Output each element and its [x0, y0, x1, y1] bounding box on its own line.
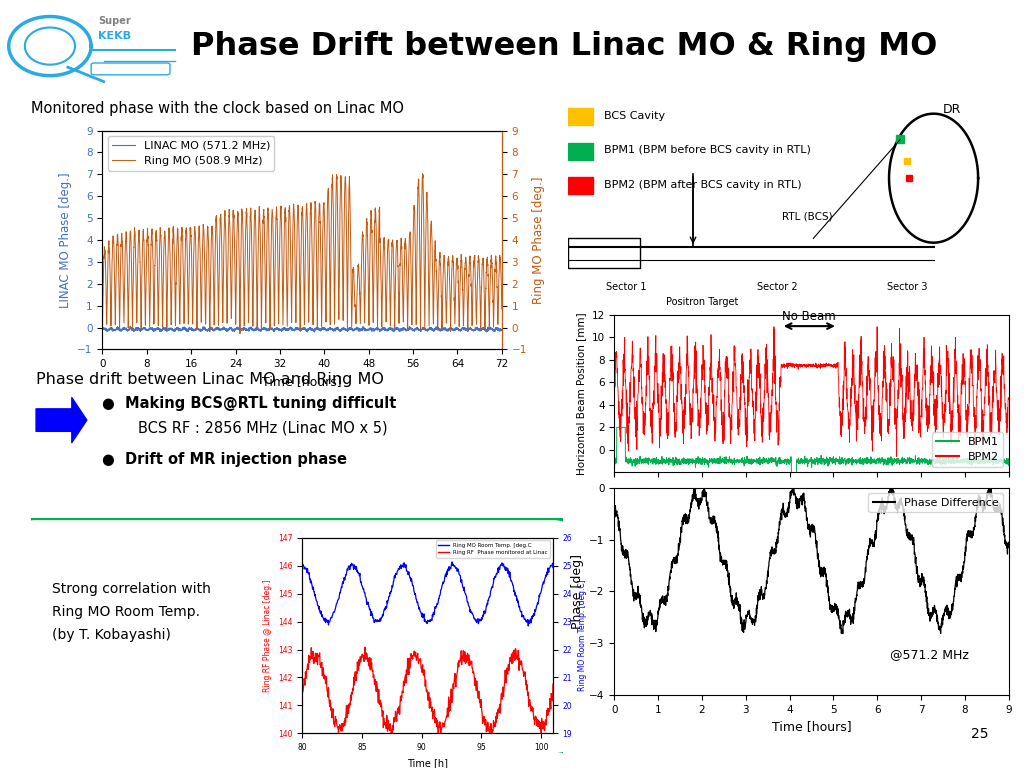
Text: ●  Drift of MR injection phase: ● Drift of MR injection phase	[102, 452, 347, 467]
Ring MO (508.9 MHz)	[496, 305, 508, 314]
Text: No Beam: No Beam	[782, 310, 837, 323]
Ring MO (508.9 MHz)	[233, 329, 246, 338]
Text: ●  Making BCS@RTL tuning difficult: ● Making BCS@RTL tuning difficult	[102, 396, 396, 412]
Text: Monitored phase with the clock based on Linac MO: Monitored phase with the clock based on …	[31, 101, 403, 116]
Ring MO (508.9 MHz)	[488, 293, 501, 303]
Text: Sector 2: Sector 2	[758, 282, 798, 292]
Bar	[568, 143, 593, 160]
Line: LINAC MO (571.2 MHz): LINAC MO (571.2 MHz)	[102, 326, 502, 332]
LINAC MO (571.2 MHz)	[142, 326, 155, 335]
Legend: Phase Difference: Phase Difference	[868, 493, 1004, 512]
Legend: BPM1, BPM2: BPM1, BPM2	[932, 432, 1004, 467]
Text: @571.2 MHz: @571.2 MHz	[890, 647, 970, 660]
Ring MO (508.9 MHz)	[267, 227, 280, 236]
LINAC MO (571.2 MHz)	[96, 324, 109, 333]
Ring MO (508.9 MHz)	[96, 327, 109, 336]
Text: BCS Cavity: BCS Cavity	[604, 111, 665, 121]
Text: BPM1 (BPM before BCS cavity in RTL): BPM1 (BPM before BCS cavity in RTL)	[604, 145, 811, 155]
Legend: LINAC MO (571.2 MHz), Ring MO (508.9 MHz): LINAC MO (571.2 MHz), Ring MO (508.9 MHz…	[108, 136, 274, 170]
Text: RTL (BCS): RTL (BCS)	[782, 212, 833, 222]
LINAC MO (571.2 MHz)	[250, 326, 262, 335]
Text: Sector 3: Sector 3	[887, 282, 927, 292]
LINAC MO (571.2 MHz)	[445, 323, 458, 333]
Y-axis label: Ring MO Room Temp. [deg.C]: Ring MO Room Temp. [deg.C]	[578, 580, 587, 691]
Text: Positron Target: Positron Target	[666, 297, 738, 307]
LINAC MO (571.2 MHz)	[267, 326, 280, 335]
X-axis label: Time [hours]: Time [hours]	[772, 720, 851, 733]
Bar	[568, 238, 640, 269]
Text: Sector 1: Sector 1	[606, 282, 646, 292]
Text: 25: 25	[971, 727, 988, 741]
Ring MO (508.9 MHz)	[141, 233, 154, 243]
Bar	[568, 177, 593, 194]
LINAC MO (571.2 MHz)	[124, 321, 136, 330]
Y-axis label: Horizontal Beam Position [mm]: Horizontal Beam Position [mm]	[575, 313, 586, 475]
Text: Super: Super	[98, 15, 131, 26]
Text: BPM2 (BPM after BCS cavity in RTL): BPM2 (BPM after BCS cavity in RTL)	[604, 180, 802, 190]
Ring MO (508.9 MHz)	[250, 217, 262, 227]
Y-axis label: Phase [deg]: Phase [deg]	[570, 554, 584, 629]
Y-axis label: LINAC MO Phase [deg.]: LINAC MO Phase [deg.]	[58, 172, 72, 308]
Text: BCS RF : 2856 MHz (Linac MO x 5): BCS RF : 2856 MHz (Linac MO x 5)	[138, 421, 388, 435]
FancyBboxPatch shape	[20, 518, 568, 755]
X-axis label: Time [hours]: Time [hours]	[262, 375, 342, 388]
Ring MO (508.9 MHz)	[445, 295, 458, 304]
Text: Strong correlation with
Ring MO Room Temp.
(by T. Kobayashi): Strong correlation with Ring MO Room Tem…	[52, 582, 211, 642]
Bar	[568, 108, 593, 125]
LINAC MO (571.2 MHz)	[166, 324, 178, 333]
LINAC MO (571.2 MHz)	[496, 325, 508, 334]
Line: Ring MO (508.9 MHz): Ring MO (508.9 MHz)	[102, 174, 502, 333]
LINAC MO (571.2 MHz)	[301, 327, 313, 336]
FancyBboxPatch shape	[91, 63, 170, 74]
Text: Phase drift between Linac MO and Ring MO: Phase drift between Linac MO and Ring MO	[36, 372, 384, 387]
Legend: Ring MO Room Temp. [deg.C, Ring RF  Phase monitored at Linac: Ring MO Room Temp. [deg.C, Ring RF Phase…	[435, 541, 550, 558]
Y-axis label: Ring RF Phase @ Linac [deg.]: Ring RF Phase @ Linac [deg.]	[263, 579, 272, 692]
Text: KEKB: KEKB	[98, 31, 131, 41]
LINAC MO (571.2 MHz)	[488, 325, 501, 334]
X-axis label: Time [h]: Time [h]	[407, 758, 449, 768]
Ring MO (508.9 MHz)	[417, 169, 429, 178]
Text: Phase Drift between Linac MO & Ring MO: Phase Drift between Linac MO & Ring MO	[190, 31, 937, 61]
Ring MO (508.9 MHz)	[166, 290, 178, 299]
Y-axis label: Ring MO Phase [deg.]: Ring MO Phase [deg.]	[532, 176, 546, 304]
Text: DR: DR	[942, 103, 961, 116]
